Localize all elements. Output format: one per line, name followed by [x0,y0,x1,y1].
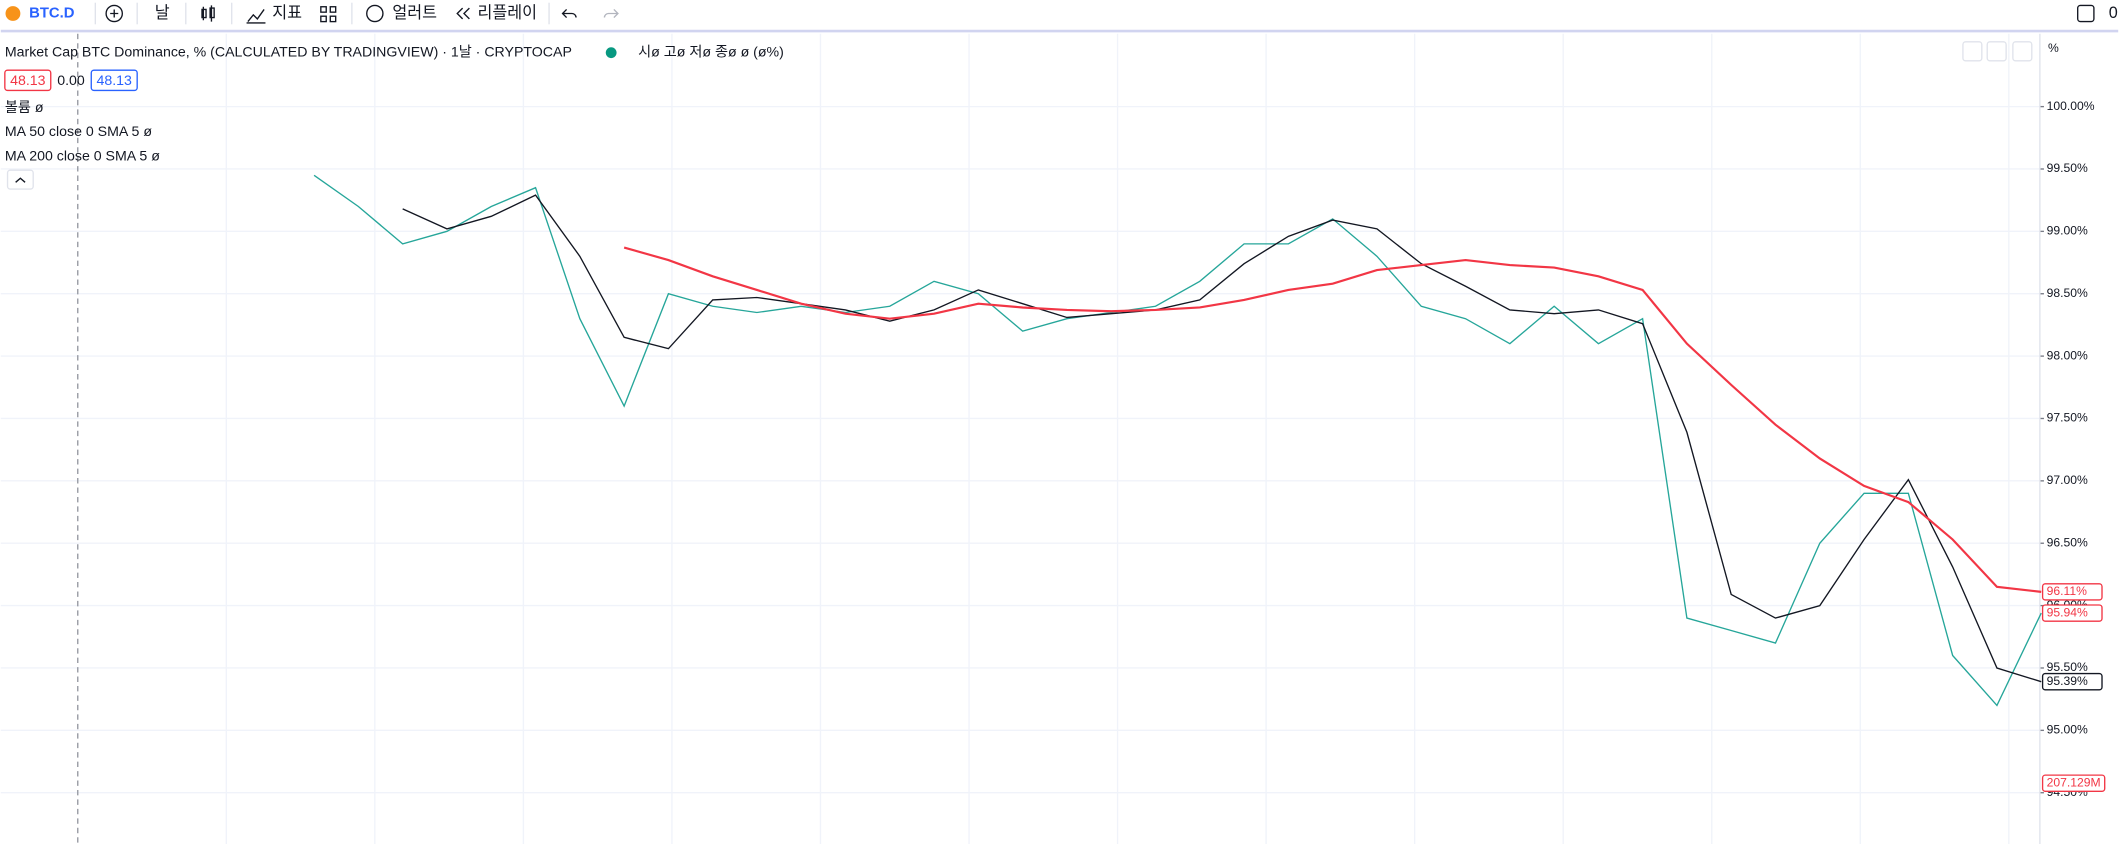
pane-button[interactable] [1962,41,1983,62]
price-label-box [2041,672,2103,691]
pane-button[interactable] [2012,41,2033,62]
indicator-legend[interactable]: MA 200 close 0 SMA 5 ø [5,148,160,164]
price-label-box [2041,583,2103,601]
add-icon [110,9,119,18]
series-line [313,174,2042,707]
price-label: 96.11% [2047,584,2087,598]
axis-unit: % [2048,41,2059,55]
add-symbol[interactable] [105,4,123,23]
bid-box[interactable] [4,69,52,92]
y-tick-label: 99.00% [2047,224,2088,238]
indicator-legend[interactable]: 볼륨 ø [5,100,44,116]
y-tick-label: 95.00% [2047,723,2088,737]
indicator-icon[interactable] [246,9,266,24]
indicator-legend[interactable]: MA 50 close 0 SMA 5 ø [5,124,152,140]
alert-icon[interactable] [366,4,384,23]
toolbar: BTC.D 날 지표 얼러트 리플레이 0 [0,2,2119,33]
y-tick-label: 96.50% [2047,535,2088,549]
templates-icon-part [329,6,337,13]
series-line [402,194,2042,683]
alerts[interactable]: 얼러트 [392,4,437,22]
replay[interactable]: 리플레이 [477,4,537,22]
y-tick-label: 99.50% [2047,161,2088,175]
series-line [623,246,2042,593]
chart-type-icon[interactable] [201,5,215,22]
replay-icon[interactable] [456,7,470,20]
price-label-box [2041,604,2103,622]
y-tick-label: 95.50% [2047,660,2088,674]
plot-area: 94.50%95.00%95.50%96.00%96.50%97.00%97.5… [0,33,2106,844]
y-tick-label: 97.00% [2047,473,2088,487]
symbol-icon[interactable] [5,6,21,21]
collapse-icon [15,177,26,183]
y-tick-label: 98.50% [2047,286,2088,300]
status-dot [605,47,617,59]
ask-box[interactable] [90,69,138,92]
price-label: 95.94% [2047,605,2088,619]
interval[interactable]: 날 [155,4,170,22]
y-tick-label: 100.00% [2047,99,2095,113]
ask[interactable]: 48.13 [97,73,133,89]
volume-label: 207.129M [2047,775,2101,789]
ohlc: 시ø 고ø 저ø 종ø ø (ø%) [638,44,784,60]
y-tick-label: 97.50% [2047,411,2088,425]
fullscreen[interactable] [2077,4,2095,23]
pane-button[interactable] [1986,41,2007,62]
bid[interactable]: 48.13 [10,73,46,89]
templates-icon[interactable] [320,6,327,13]
spread: 0.00 [57,73,85,89]
redo[interactable] [603,8,619,19]
symbol[interactable]: BTC.D [29,5,75,21]
y-tick-label: 98.00% [2047,348,2088,362]
templates-icon-part [320,15,327,23]
templates-icon-part [329,15,337,23]
collapse-button[interactable] [6,169,34,190]
price-label: 95.39% [2047,674,2088,688]
toolbar-right: 0 [2109,4,2118,22]
indicators[interactable]: 지표 [272,4,302,22]
legend: Market Cap BTC Dominance, % (CALCULATED … [4,41,2059,190]
volume-label-box [2041,774,2106,793]
series-title: Market Cap BTC Dominance, % (CALCULATED … [5,44,572,60]
undo[interactable] [561,8,577,19]
